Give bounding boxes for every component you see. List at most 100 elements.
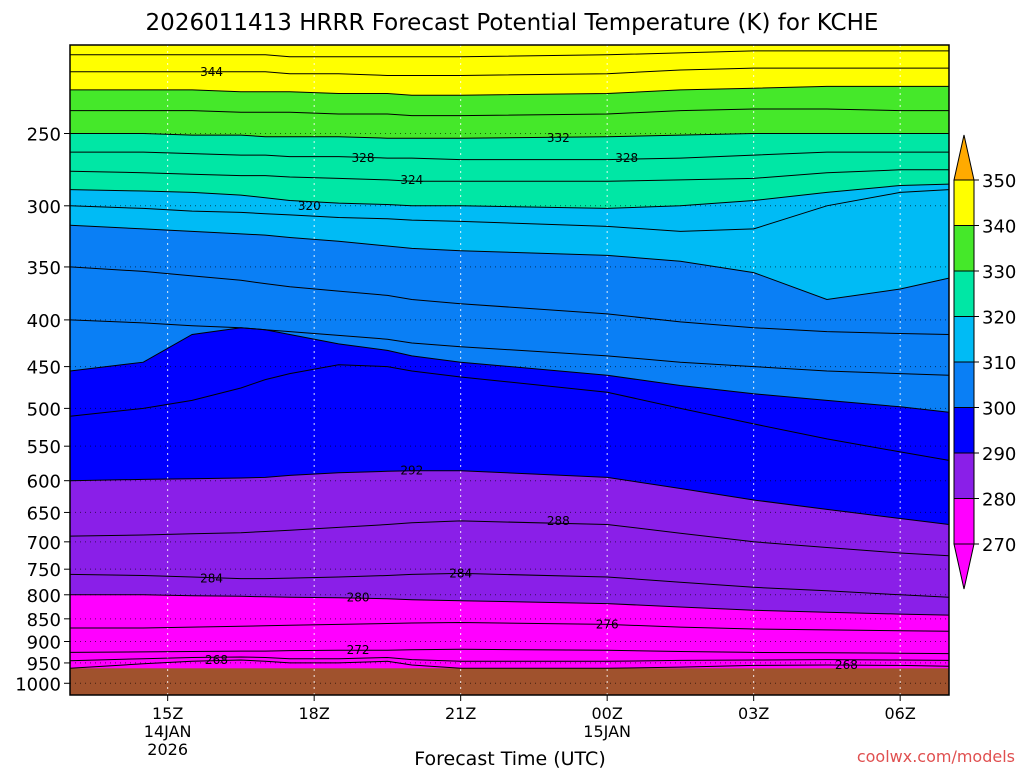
contour-328 [70,151,949,161]
y-tick-label-800: 800 [27,586,61,607]
y-axis: 2503003504004505005506006507007508008509… [15,124,70,695]
y-tick-label-400: 400 [27,311,61,332]
colorbar: 350 340 330 320 310 300 290 280 270 [953,134,1016,590]
colorbar-label-310: 310 [982,353,1016,374]
x-tick-label-18Z: 18Z [299,704,330,723]
contour-300 [70,327,949,413]
band-320 [70,169,949,209]
contour-label-284: 284 [200,572,223,586]
y-tick-label-850: 850 [27,610,61,631]
contour-276 [70,621,949,632]
colorbar-label-350: 350 [982,171,1016,192]
band-312 [70,189,949,300]
contour-348 [70,50,949,58]
contour-label-272: 272 [347,643,370,657]
contour-336 [70,108,949,117]
band-336 [70,86,949,116]
colorbar-swatch-310 [953,316,975,363]
x-date-label: 15JAN [583,722,631,741]
colorbar-label-340: 340 [982,217,1016,238]
contour-280 [70,594,949,616]
colorbar-swatch-300 [953,361,975,408]
contour-label-328: 328 [352,151,375,165]
x-tick-label-03Z: 03Z [738,704,769,723]
plot-frame [69,44,950,696]
band-288 [70,470,949,556]
band-272 [70,622,949,654]
contour-label-324: 324 [400,173,423,187]
colorbar-swatch-290 [953,407,975,454]
contour-304 [70,319,949,376]
y-tick-label-250: 250 [27,124,61,145]
band-276 [70,594,949,632]
contour-292 [70,470,949,525]
x-year-label: 2026 [147,740,188,759]
contour-label-328: 328 [615,151,638,165]
contour-308 [70,266,949,335]
colorbar-swatch-330 [953,225,975,272]
band-304 [70,266,949,376]
contour-label-268: 268 [205,653,228,667]
contour-340 [70,85,949,96]
x-tick-label-21Z: 21Z [445,704,476,723]
band-328 [70,133,949,160]
contour-312 [70,224,949,301]
contour-label-344: 344 [200,65,223,79]
y-tick-label-750: 750 [27,560,61,581]
colorbar-swatch-320 [953,270,975,317]
contour-label-268: 268 [835,658,858,672]
colorbar-swatch-340 [953,179,975,226]
y-tick-label-650: 650 [27,503,61,524]
colorbar-label-280: 280 [982,490,1016,511]
y-tick-label-550: 550 [27,437,61,458]
contour-268 [70,659,949,669]
contour-label-280: 280 [347,591,370,605]
y-tick-label-950: 950 [27,654,61,675]
contour-label-332: 332 [547,131,570,145]
colorbar-label-330: 330 [982,262,1016,283]
band-316 [70,184,949,232]
chart-title: 2026011413 HRRR Forecast Potential Tempe… [146,10,879,36]
x-tick-label-15Z: 15Z [152,704,183,723]
band-292 [70,364,949,525]
credit-link[interactable]: coolwx.com/models [857,747,1015,766]
band-280 [70,573,949,616]
y-tick-label-1000: 1000 [15,674,61,695]
y-tick-label-500: 500 [27,399,61,420]
x-tick-label-06Z: 06Z [885,704,916,723]
colorbar-swatch-270 [953,498,975,545]
band-348 [70,45,949,57]
contour-label-284: 284 [449,566,472,580]
colorbar-under-arrow [953,543,975,590]
contour-line-layer [70,50,949,669]
contour-320 [70,183,949,209]
contour-label-288: 288 [547,514,570,528]
y-tick-label-300: 300 [27,197,61,218]
contour-272 [70,648,949,655]
contour-344 [70,67,949,76]
contour-label-layer: 344 332 328 328 324 320 292 288 284 284 280 276 272 2… [200,65,858,672]
x-date-label: 14JAN [144,722,192,741]
contour-332 [70,133,949,139]
y-tick-label-700: 700 [27,533,61,554]
contour-316 [70,189,949,232]
ground-below-surface [70,668,949,695]
contour-284 [70,572,949,598]
contour-288 [70,520,949,557]
contour-label-292: 292 [400,464,423,478]
colorbar-label-270: 270 [982,535,1016,556]
y-tick-label-600: 600 [27,472,61,493]
colorbar-label-320: 320 [982,308,1016,329]
band-308 [70,225,949,335]
y-tick-label-450: 450 [27,358,61,379]
band-332 [70,109,949,139]
contour-label-276: 276 [596,617,619,631]
contour-label-320: 320 [298,199,321,213]
band-296 [70,327,949,461]
y-tick-label-900: 900 [27,632,61,653]
x-tick-label-00Z: 00Z [592,704,623,723]
colorbar-swatch-280 [953,452,975,499]
colorbar-over-arrow [953,134,975,181]
